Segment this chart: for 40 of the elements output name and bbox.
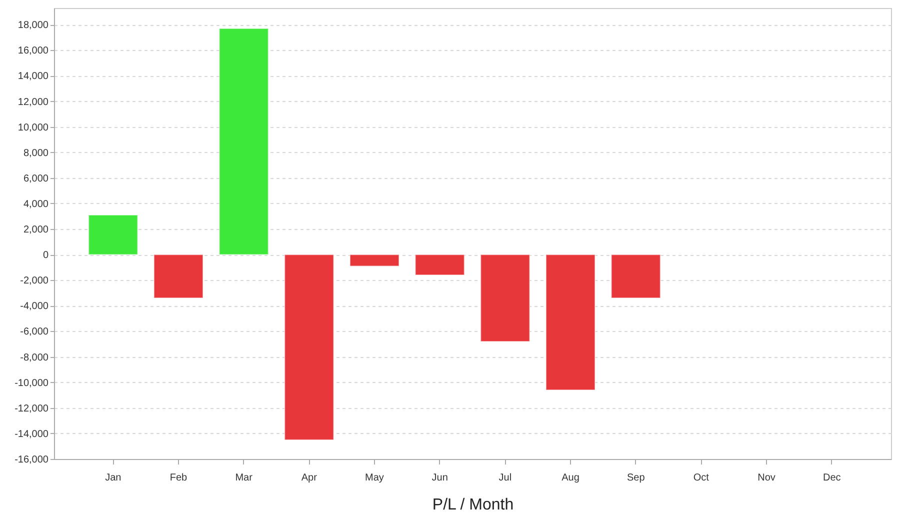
- bar: [284, 254, 334, 440]
- x-tick-label: Mar: [235, 472, 254, 484]
- bar: [349, 254, 400, 267]
- x-tick-label: May: [365, 472, 384, 484]
- y-tick-label: -16,000: [14, 454, 49, 466]
- x-tick-label: Apr: [301, 472, 318, 484]
- x-tick-label: Jun: [432, 472, 448, 484]
- y-tick-label: 6,000: [23, 173, 49, 184]
- bar: [414, 254, 465, 276]
- x-tick-label: Jan: [105, 472, 122, 484]
- y-tick-label: 12,000: [18, 96, 49, 108]
- x-axis-title: P/L / Month: [432, 496, 514, 514]
- y-tick-label: -4,000: [20, 301, 49, 312]
- y-tick-label: -2,000: [20, 276, 49, 287]
- x-tick-label: Feb: [170, 472, 188, 484]
- y-tick-label: -10,000: [14, 378, 49, 389]
- y-tick-label: -8,000: [20, 352, 49, 364]
- bar: [610, 254, 661, 299]
- x-tick-label: Dec: [822, 472, 841, 484]
- bar: [218, 28, 269, 256]
- y-tick-label: 0: [42, 250, 49, 262]
- y-tick-label: 14,000: [18, 71, 49, 82]
- x-tick-label: Oct: [693, 472, 710, 484]
- bar: [88, 214, 138, 256]
- y-tick-label: -14,000: [14, 428, 49, 440]
- bar: [153, 254, 204, 299]
- x-tick-label: Aug: [562, 472, 580, 484]
- x-tick-label: Nov: [758, 472, 776, 484]
- y-tick-label: -12,000: [14, 403, 49, 414]
- y-tick-label: 4,000: [23, 198, 49, 210]
- y-tick-label: 2,000: [23, 224, 49, 236]
- bar: [480, 254, 530, 342]
- bar: [546, 254, 596, 391]
- y-tick-label: -6,000: [20, 326, 49, 338]
- y-tick-label: 10,000: [18, 122, 49, 134]
- y-tick-label: 16,000: [18, 46, 49, 57]
- y-tick-label: 8,000: [23, 148, 49, 159]
- y-tick-label: 18,000: [18, 20, 49, 32]
- x-tick-label: Jul: [498, 472, 512, 484]
- x-tick-label: Sep: [626, 472, 646, 484]
